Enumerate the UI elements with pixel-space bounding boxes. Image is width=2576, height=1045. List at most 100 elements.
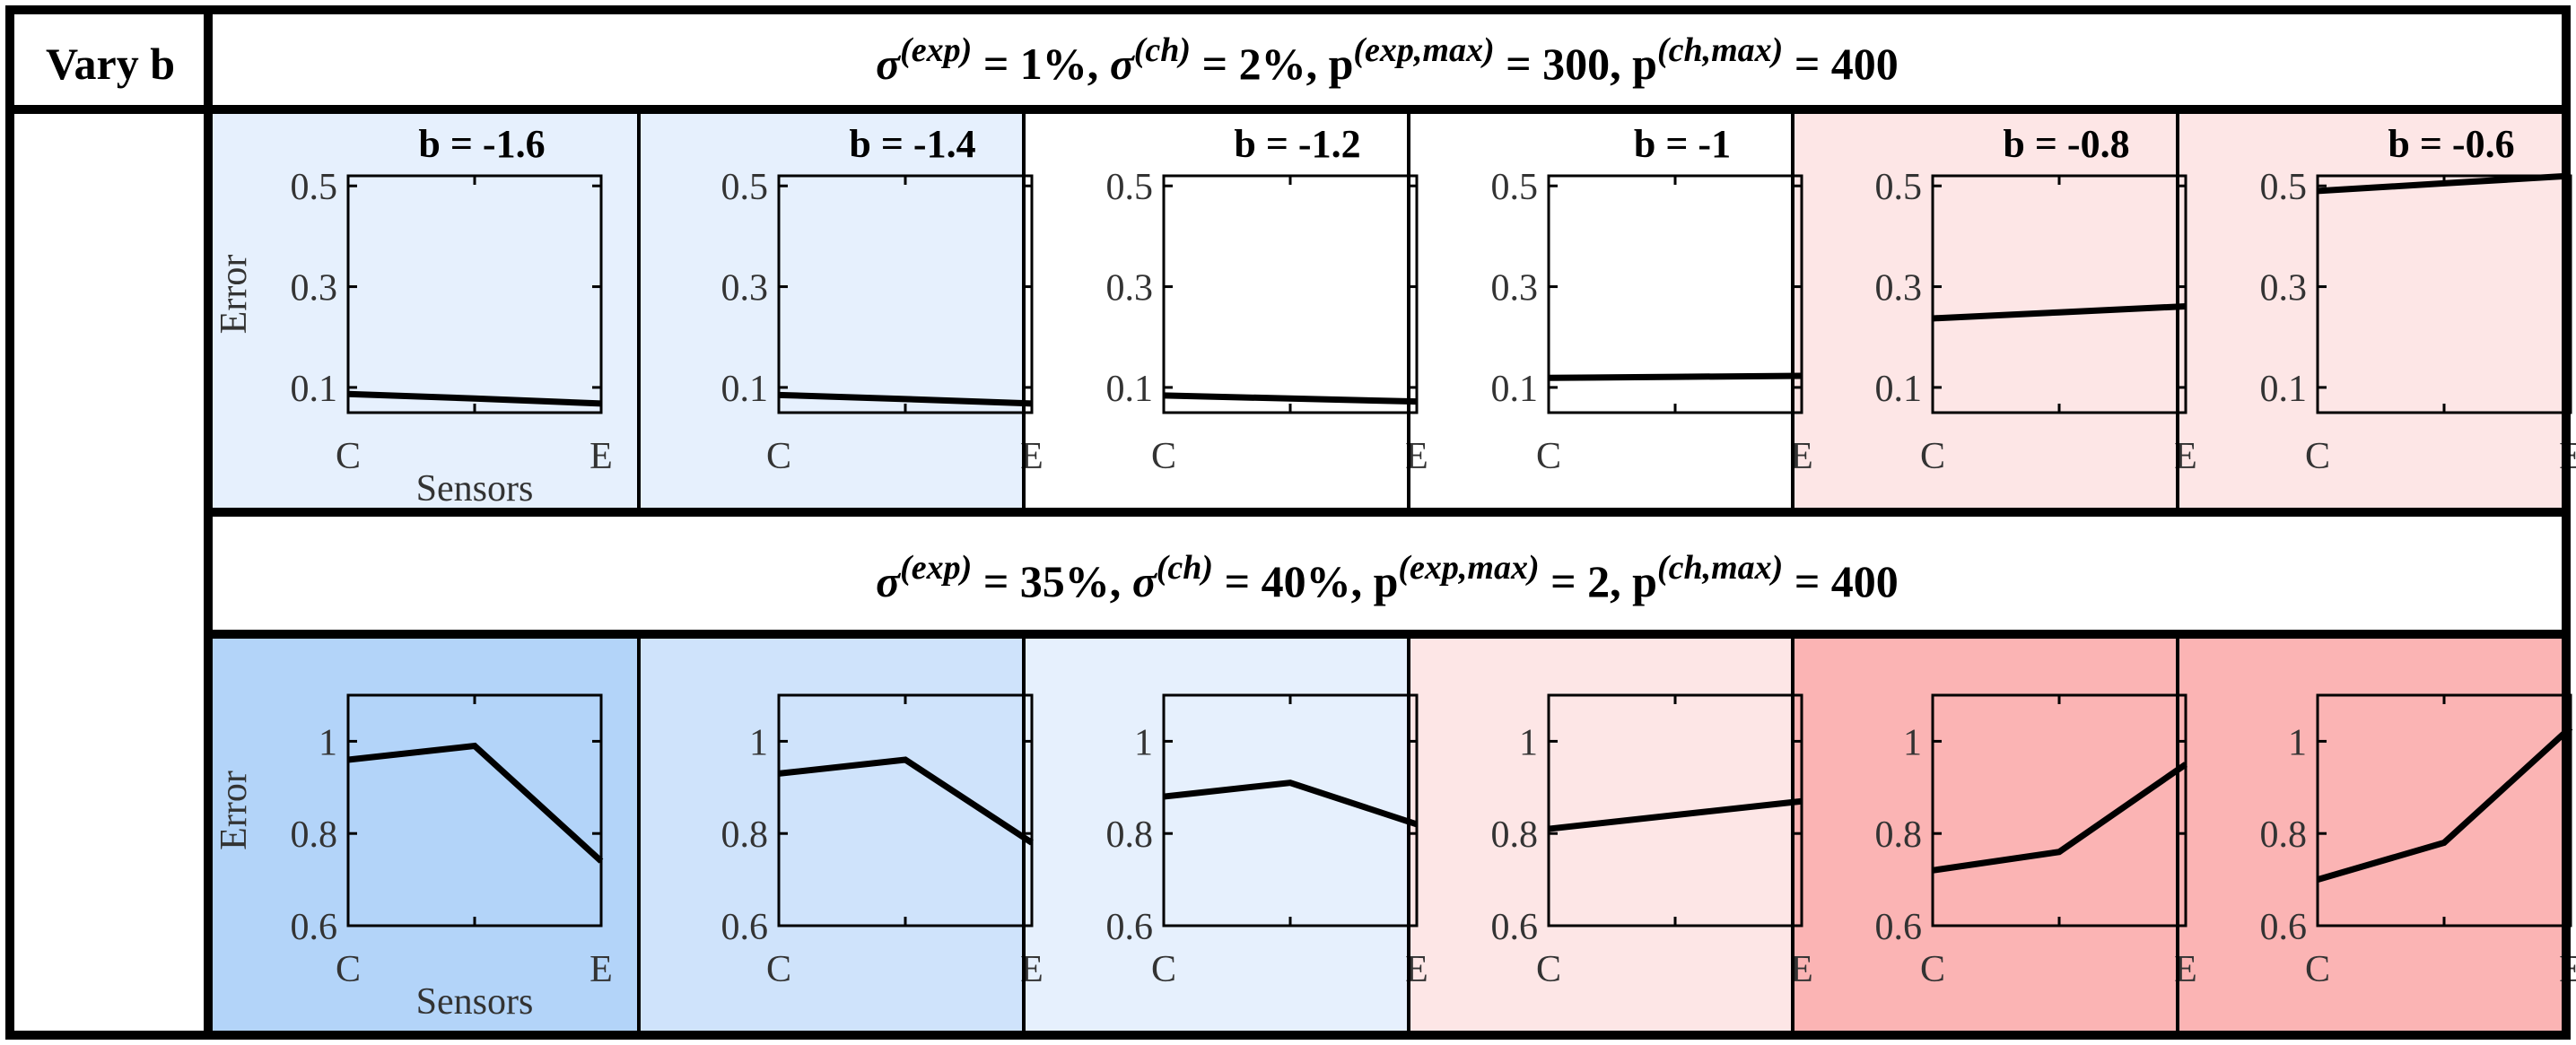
x-tick-label: C [1536,436,1561,477]
y-tick-label: 0.1 [1491,369,1539,410]
series-line [1932,762,2187,874]
y-tick-label: 0.6 [1106,907,1154,948]
panel-title-part: = 1%, [972,39,1110,89]
x-tick-label: C [336,949,361,990]
column-title-5: b = -0.8 [2003,122,2129,166]
cell-bg-r2-c1 [208,634,639,1035]
y-tick-label: 0.5 [721,167,769,208]
panel-title-part: (exp) [900,549,972,587]
panel-title-text: σ(exp) = 1%, σ(ch) = 2%, p(exp,max) = 30… [876,31,1899,89]
panel-title-part: (exp,max) [1398,549,1539,587]
series-line [2317,172,2572,195]
y-tick-label: 0.8 [2260,814,2308,856]
y-tick-label: 1 [2288,722,2307,763]
series-line [1163,779,1419,828]
y-tick-label: 0.1 [721,369,769,410]
column-dividers [637,109,2179,1035]
y-tick-label: 0.8 [291,814,338,856]
series-line [1163,392,1418,405]
panel-title-part: = 35%, [972,556,1132,606]
panel-title-part: = 400 [1783,556,1899,606]
y-tick-label: 0.3 [721,268,769,309]
x-tick-label: C [2305,949,2330,990]
y-tick-label: 0.8 [1491,814,1539,856]
y-tick-label: 0.6 [1875,907,1923,948]
y-tick-label: 0.3 [2260,268,2308,309]
y-axis-label: Error [214,255,255,335]
y-tick-label: 0.5 [1875,167,1923,208]
panel-title-part: = 2%, p [1191,39,1353,89]
series-line [1548,797,1803,832]
panel-title-top: σ(exp) = 1%, σ(ch) = 2%, p(exp,max) = 30… [876,31,1899,89]
panel-title-part: = 400 [1783,39,1899,89]
y-tick-label: 0.1 [1875,369,1923,410]
panel-title-part: (ch,max) [1657,549,1783,587]
chart-r2-c1: 0.6 0.8 1 C E Sensors Error [214,693,613,1023]
y-axis-label: Error [214,771,255,850]
y-tick-label: 1 [1134,722,1153,763]
x-tick-label: E [589,436,613,477]
cell-bg-r1-c6 [2178,109,2566,512]
y-tick-label: 0.1 [291,369,338,410]
panel-title-part: (ch,max) [1657,31,1783,69]
y-tick-label: 0.3 [291,268,338,309]
x-tick-label: C [2305,436,2330,477]
series-line [778,756,1034,846]
x-axis-label: Sensors [416,981,534,1023]
x-tick-label: C [1920,949,1945,990]
y-tick-label: 0.3 [1875,268,1923,309]
series-line [1932,302,2187,322]
chart-r2-c2: 0.60.81C E [721,693,1043,990]
x-tick-label: C [1151,436,1176,477]
y-tick-label: 1 [1903,722,1922,763]
y-tick-label: 0.3 [1491,268,1539,309]
table-grid [5,5,2571,1040]
x-tick-label: E [589,949,613,990]
panel-title-part: σ [1110,39,1136,89]
y-tick-label: 0.5 [1491,167,1539,208]
cell-bg-r2-c4 [1409,634,1793,1035]
y-tick-label: 0.5 [291,167,338,208]
series-line [778,391,1033,407]
column-title-1: b = -1.6 [418,122,545,166]
column-title-3: b = -1.2 [1234,122,1360,166]
panel-title-part: = 300, p [1495,39,1657,89]
panel-title-part: (ch) [1134,31,1191,69]
panel-title-part: σ [876,39,902,89]
series-line [347,390,602,407]
panel-title-part: σ [1132,556,1158,606]
chart-r1-c4: 0.10.30.5C E [1491,167,1813,477]
x-tick-label: C [1151,949,1176,990]
y-tick-label: 1 [319,722,337,763]
series-line [347,742,604,864]
series-line [2317,725,2573,883]
y-tick-label: 0.3 [1106,268,1154,309]
y-tick-label: 0.6 [291,907,338,948]
y-tick-label: 0.5 [2260,167,2308,208]
x-tick-label: C [766,949,791,990]
panel-title-part: = 2, p [1540,556,1657,606]
chart-r2-c5: 0.60.81C E [1875,693,2197,990]
y-tick-label: 0.5 [1106,167,1154,208]
y-tick-label: 0.6 [1491,907,1539,948]
cell-bg-r2-c6 [2178,634,2566,1035]
y-tick-label: 0.6 [2260,907,2308,948]
x-tick-label: C [766,436,791,477]
cell-bg-r2-c3 [1024,634,1409,1035]
chart-r1-c5: 0.10.30.5C E [1875,167,2197,477]
y-tick-label: 0.6 [721,907,769,948]
chart-r1-c3: 0.10.30.5C E [1106,167,1428,477]
y-tick-label: 0.8 [1106,814,1154,856]
panel-title-part: (exp,max) [1353,31,1494,69]
series-line [1548,372,1803,381]
cell-bg-r1-c1 [208,109,639,512]
y-tick-label: 1 [1519,722,1538,763]
outer-border [5,5,2571,1040]
x-axis-label: Sensors [416,468,534,509]
y-tick-label: 0.1 [1106,369,1154,410]
cell-bg-r1-c3 [1024,109,1409,512]
panel-title-part: σ [876,556,902,606]
y-tick-label: 1 [749,722,768,763]
x-tick-label: C [336,436,361,477]
